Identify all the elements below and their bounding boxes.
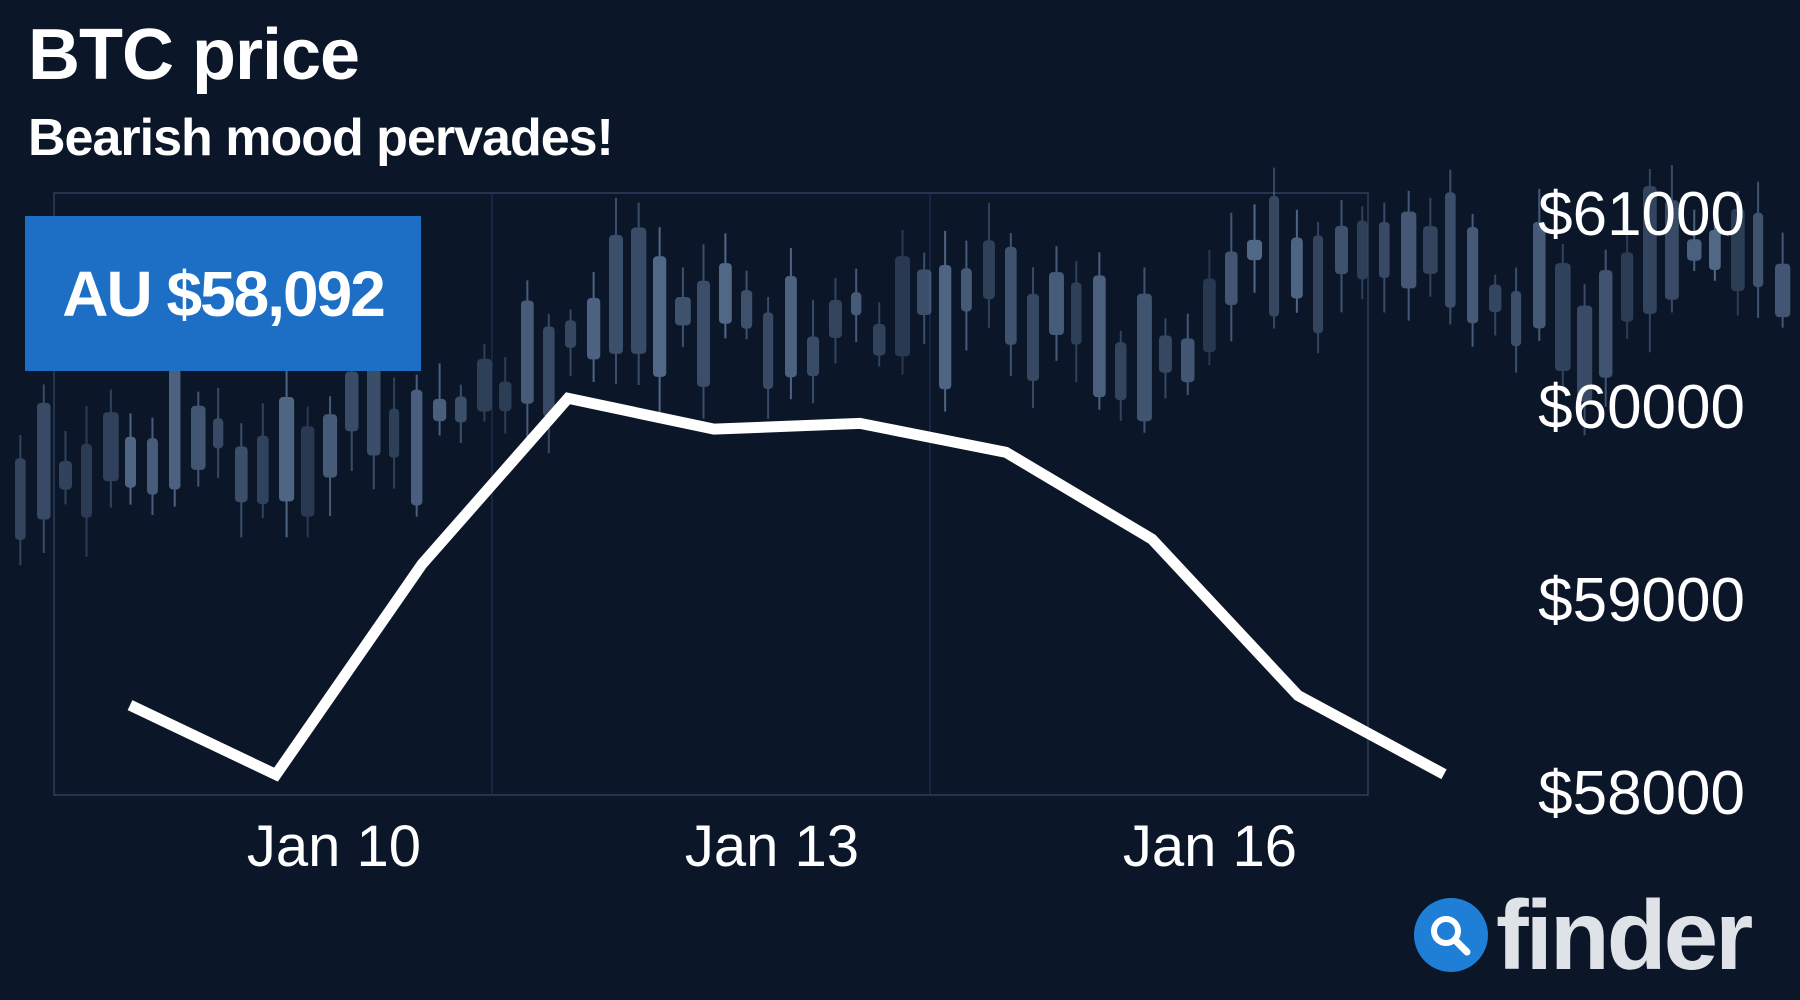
y-tick-label: $58000: [1538, 759, 1745, 828]
magnifier-icon: [1414, 898, 1488, 972]
background-candle: [1203, 249, 1216, 366]
background-candle: [389, 377, 400, 489]
background-candle: [81, 405, 93, 557]
background-candle: [719, 233, 732, 339]
background-candle: [697, 244, 711, 419]
background-candle: [587, 272, 601, 383]
background-candle: [37, 384, 51, 553]
finder-logo: finder: [1414, 880, 1753, 990]
background-candle: [1511, 267, 1522, 373]
background-candle: [565, 309, 577, 376]
background-candle: [345, 359, 359, 471]
background-candle: [653, 227, 667, 412]
background-candle: [521, 280, 534, 442]
x-tick-label: Jan 13: [685, 814, 859, 879]
current-price-badge: AU $58,092: [25, 216, 421, 371]
background-candle: [1137, 267, 1152, 433]
background-candle: [1027, 267, 1040, 408]
chart-title: BTC price: [28, 15, 360, 95]
y-tick-label: $61000: [1538, 180, 1745, 249]
background-candle: [1181, 313, 1195, 395]
background-candle: [1731, 191, 1745, 316]
background-candle: [147, 417, 158, 516]
current-price-label: AU $58,092: [62, 257, 386, 330]
price-series-line: [127, 392, 1447, 782]
background-candle: [1423, 197, 1438, 297]
background-candle: [1247, 204, 1263, 293]
background-candle: [477, 343, 492, 422]
background-candle: [59, 431, 72, 505]
background-candle: [983, 202, 995, 328]
background-candle: [675, 267, 691, 348]
background-candle: [1709, 219, 1721, 281]
chart-subtitle: Bearish mood pervades!: [28, 109, 614, 167]
background-candle: [433, 363, 447, 436]
background-candle: [1071, 260, 1082, 383]
background-candle: [1005, 232, 1017, 377]
y-tick-label: $60000: [1538, 373, 1745, 442]
background-candle: [807, 299, 820, 404]
background-candle: [1775, 232, 1791, 328]
background-candle: [1313, 221, 1324, 354]
background-candle: [213, 387, 224, 478]
background-candle: [1049, 246, 1064, 361]
background-candle: [741, 270, 753, 340]
background-candle: [499, 357, 512, 434]
background-candle: [1533, 188, 1546, 341]
background-candle: [1445, 169, 1456, 325]
background-candle: [257, 403, 269, 519]
x-tick-label: Jan 16: [1123, 814, 1297, 879]
background-candle: [235, 423, 248, 538]
background-candle: [1379, 202, 1390, 313]
background-candle: [1401, 190, 1417, 321]
background-candle: [917, 252, 932, 344]
background-candle: [631, 202, 647, 386]
background-candle: [829, 277, 842, 364]
y-tick-label: $59000: [1538, 566, 1745, 635]
background-candle: [1159, 318, 1172, 399]
logo-text: finder: [1496, 880, 1753, 990]
background-candle: [1269, 167, 1280, 329]
background-candle: [763, 296, 774, 419]
x-tick-label: Jan 10: [247, 814, 421, 879]
background-candle: [455, 384, 467, 443]
background-candle: [939, 230, 952, 412]
background-candle: [1599, 249, 1613, 407]
background-candle: [103, 389, 119, 508]
background-candle: [1753, 181, 1764, 319]
background-candle: [15, 434, 26, 566]
background-candle: [1489, 274, 1502, 336]
background-candle: [125, 413, 137, 505]
background-candle: [895, 230, 911, 375]
background-candle: [1643, 168, 1657, 353]
background-candle: [961, 240, 972, 351]
background-candle: [609, 197, 623, 385]
background-candle: [301, 406, 315, 538]
grid-frame: [53, 192, 1369, 796]
background-candle: [1467, 213, 1479, 347]
background-candle: [191, 391, 206, 487]
background-candle: [1555, 244, 1571, 393]
background-candle: [1115, 330, 1127, 421]
background-candle: [1225, 212, 1238, 342]
background-candle: [1665, 165, 1679, 313]
background-candle: [411, 374, 423, 517]
background-candle: [279, 359, 295, 538]
background-candle: [323, 396, 338, 517]
background-candle: [1577, 284, 1593, 436]
background-candle: [1335, 200, 1348, 313]
background-candle: [1093, 252, 1106, 410]
background-candle: [1687, 209, 1702, 271]
background-candle: [873, 302, 886, 367]
background-candle: [851, 268, 862, 342]
background-candle: [1291, 209, 1303, 313]
background-candle: [785, 247, 797, 400]
background-candle: [543, 314, 555, 454]
background-candle: [1357, 206, 1368, 300]
background-candle: [1621, 226, 1634, 339]
